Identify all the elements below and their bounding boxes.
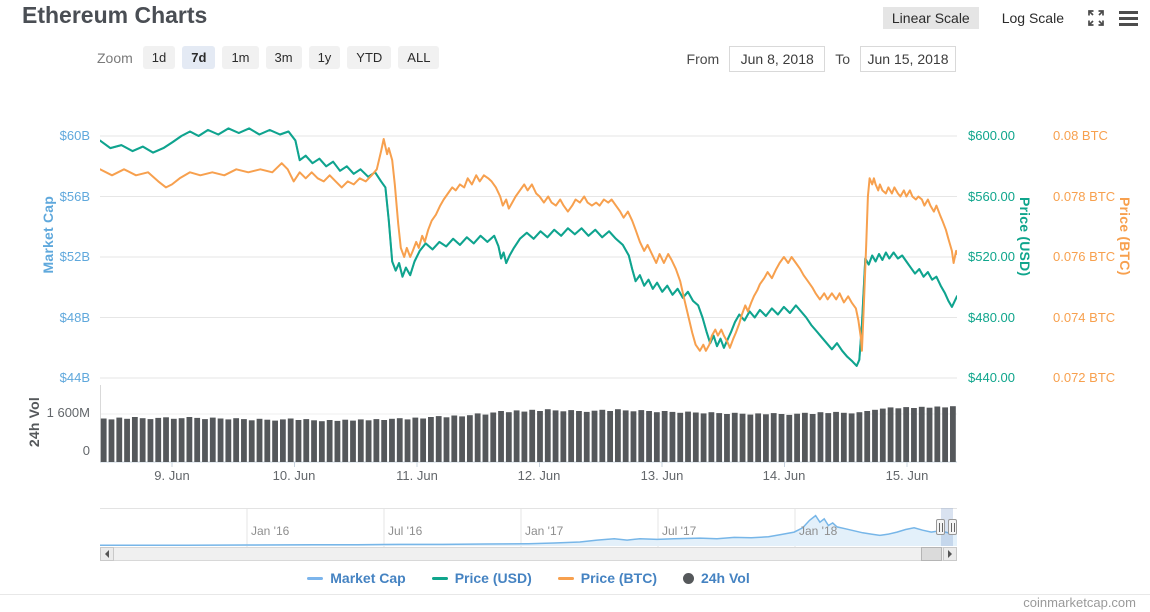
- volume-tick: 0: [82, 443, 90, 458]
- market-cap-axis-title: Market Cap: [40, 196, 56, 274]
- scrollbar-left-arrow[interactable]: [100, 547, 114, 561]
- x-axis-label: 12. Jun: [517, 468, 561, 483]
- from-date-input[interactable]: [729, 46, 826, 72]
- x-axis-label: 13. Jun: [640, 468, 684, 483]
- x-axis-label: 10. Jun: [272, 468, 316, 483]
- x-axis-label: 14. Jun: [762, 468, 806, 483]
- price-usd-axis-title: Price (USD): [1017, 197, 1033, 277]
- market-cap-tick: $56B: [59, 189, 90, 204]
- price-usd-tick: $560.00: [968, 189, 1015, 204]
- zoom-range-group: Zoom 1d 7d 1m 3m 1y YTD ALL: [97, 46, 440, 69]
- legend-label: Price (USD): [454, 570, 532, 586]
- chart-menu-icon[interactable]: [1119, 8, 1138, 29]
- range-button-1d[interactable]: 1d: [142, 46, 176, 69]
- legend-item-price-btc[interactable]: Price (BTC): [557, 570, 657, 586]
- volume-swatch: [682, 572, 694, 584]
- to-date-input[interactable]: [860, 46, 956, 72]
- navigator-selected-range[interactable]: [941, 508, 953, 546]
- price-usd-tick: $600.00: [968, 128, 1015, 143]
- fullscreen-icon[interactable]: [1087, 9, 1105, 27]
- linear-scale-button[interactable]: Linear Scale: [882, 7, 979, 29]
- range-button-ytd[interactable]: YTD: [347, 46, 392, 69]
- legend-label: Market Cap: [330, 570, 406, 586]
- chart-legend: Market Cap Price (USD) Price (BTC) 24h V…: [100, 570, 957, 586]
- price-btc-tick: 0.078 BTC: [1053, 189, 1116, 204]
- from-label: From: [686, 51, 720, 67]
- legend-label: 24h Vol: [700, 570, 750, 586]
- price-usd-tick: $480.00: [968, 310, 1015, 325]
- price-usd-tick: $520.00: [968, 249, 1015, 264]
- price-usd-swatch: [431, 576, 448, 580]
- market-cap-tick: $60B: [59, 128, 90, 143]
- legend-label: Price (BTC): [580, 570, 657, 586]
- market-cap-tick: $52B: [59, 249, 90, 264]
- log-scale-button[interactable]: Log Scale: [1001, 10, 1064, 26]
- price-usd-tick: $440.00: [968, 370, 1015, 385]
- market-cap-tick: $44B: [59, 370, 90, 385]
- zoom-label: Zoom: [97, 49, 133, 66]
- price-btc-swatch: [557, 576, 574, 580]
- range-button-3m[interactable]: 3m: [265, 46, 302, 69]
- legend-item-price-usd[interactable]: Price (USD): [431, 570, 532, 586]
- navigator-left-handle[interactable]: [936, 519, 945, 535]
- price-btc-axis-title: Price (BTC): [1117, 197, 1133, 276]
- navigator-right-handle[interactable]: [948, 519, 957, 535]
- page-title: Ethereum Charts: [22, 2, 208, 28]
- watermark: coinmarketcap.com: [1013, 595, 1136, 610]
- navigator[interactable]: [100, 508, 957, 547]
- scrollbar-right-arrow[interactable]: [943, 547, 957, 561]
- market-cap-swatch: [307, 576, 324, 580]
- range-button-7d[interactable]: 7d: [182, 46, 216, 69]
- date-range-group: From To: [687, 46, 956, 72]
- x-axis-label: 15. Jun: [885, 468, 929, 483]
- main-chart-canvas[interactable]: [100, 85, 957, 467]
- range-button-1y[interactable]: 1y: [308, 46, 341, 69]
- legend-item-24h-vol[interactable]: 24h Vol: [682, 570, 750, 586]
- x-axis-label: 9. Jun: [154, 468, 190, 483]
- footer-divider: [0, 594, 1150, 595]
- price-btc-tick: 0.074 BTC: [1053, 310, 1116, 325]
- range-button-1m[interactable]: 1m: [222, 46, 259, 69]
- price-btc-tick: 0.072 BTC: [1053, 370, 1116, 385]
- scrollbar-thumb[interactable]: [921, 547, 942, 561]
- volume-axis-title: 24h Vol: [26, 397, 42, 448]
- x-axis-label: 11. Jun: [396, 468, 438, 483]
- scrollbar-track[interactable]: [100, 547, 957, 561]
- scale-toggle-group: Linear Scale Log Scale: [882, 7, 1138, 29]
- legend-item-market-cap[interactable]: Market Cap: [307, 570, 406, 586]
- price-btc-tick: 0.08 BTC: [1053, 128, 1108, 143]
- price-btc-tick: 0.076 BTC: [1053, 249, 1116, 264]
- to-label: To: [835, 51, 850, 67]
- market-cap-tick: $48B: [59, 310, 90, 325]
- volume-tick: 1 600M: [46, 405, 90, 420]
- range-button-all[interactable]: ALL: [398, 46, 440, 69]
